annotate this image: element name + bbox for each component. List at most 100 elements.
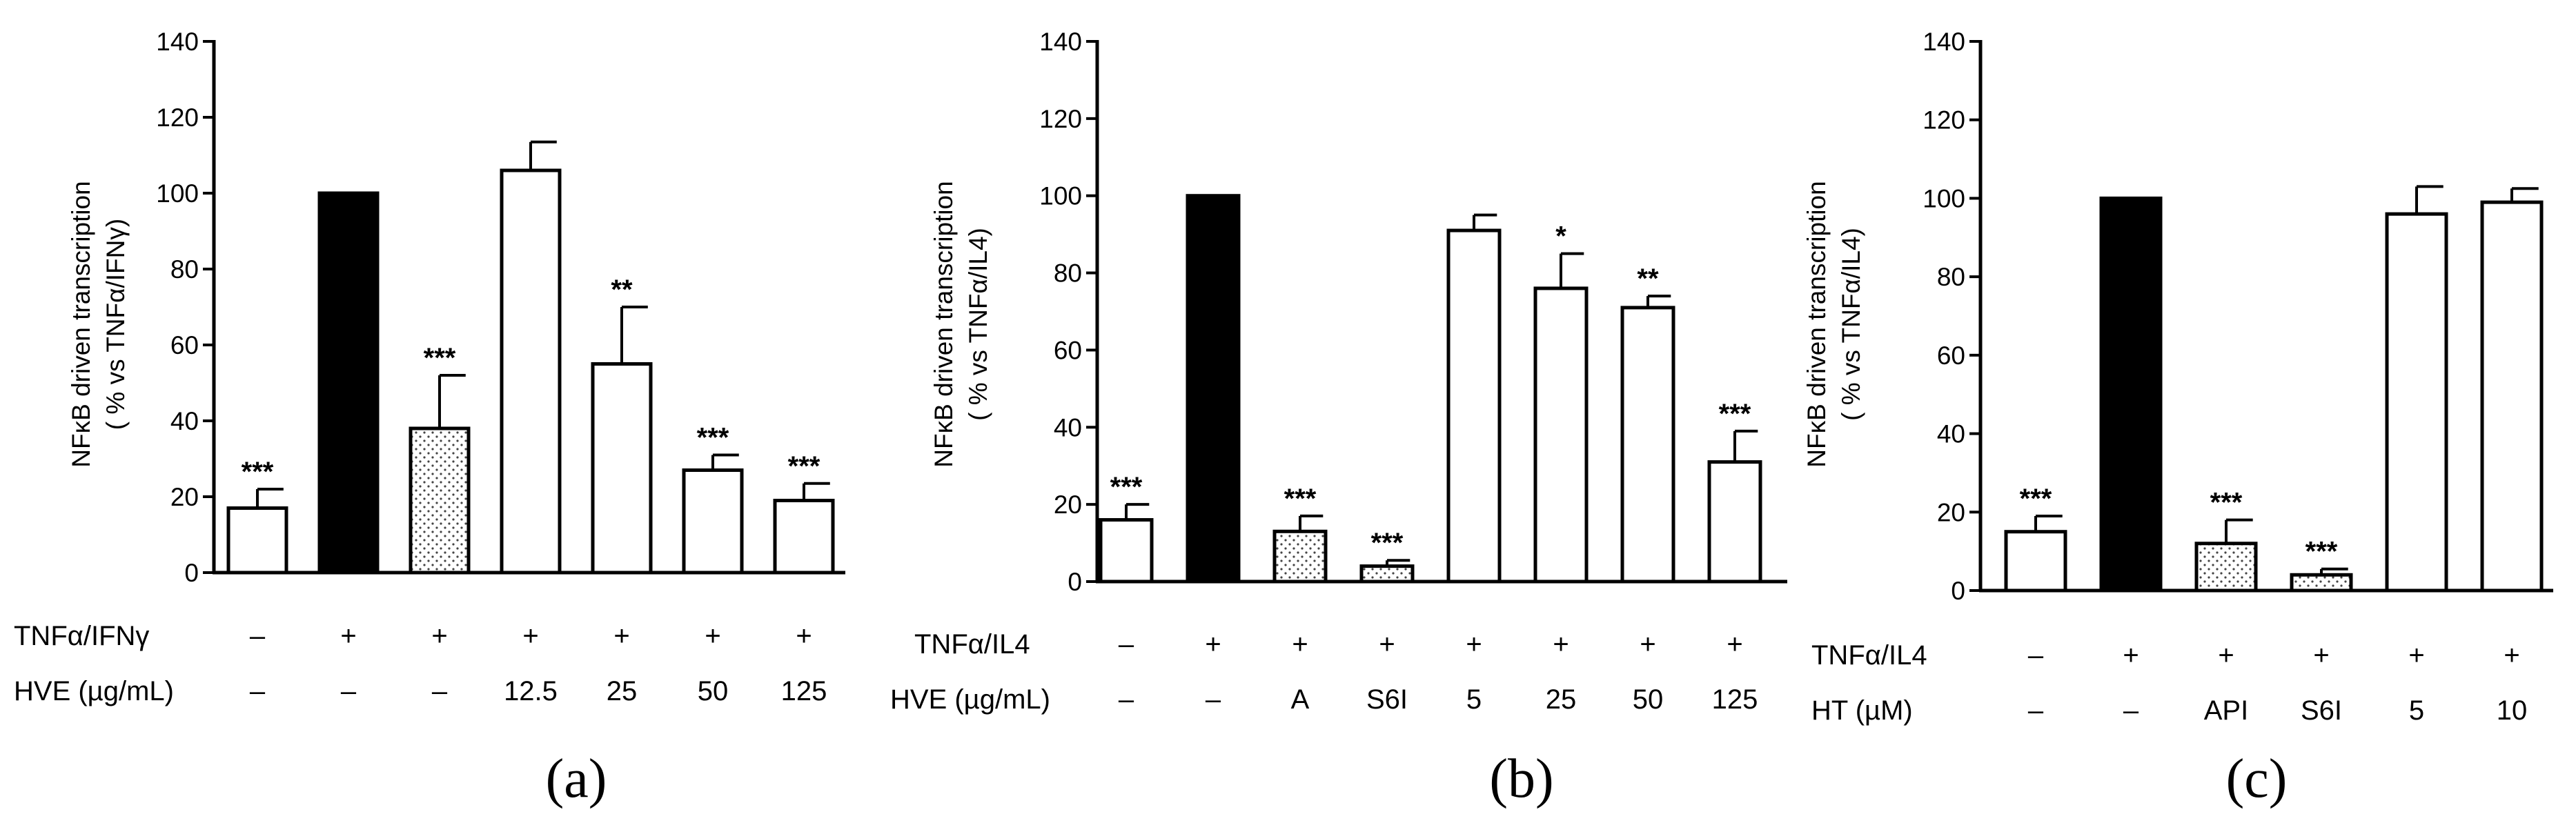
row-cell: +	[2313, 640, 2329, 671]
row-cell: +	[340, 621, 356, 651]
row-cell: 50	[698, 676, 729, 706]
significance-label: **	[611, 275, 633, 305]
y-tick-label: 140	[1039, 28, 1082, 56]
row-cell: +	[1727, 629, 1742, 660]
row-cell: –	[250, 621, 266, 651]
row-cell: –	[2123, 695, 2139, 726]
row-cell: 25	[607, 676, 638, 706]
bar	[1533, 286, 1589, 584]
row-cell: +	[796, 621, 812, 651]
significance-label: ***	[2210, 488, 2243, 518]
row-cell: +	[613, 621, 629, 651]
bar	[2004, 530, 2067, 593]
y-tick-label: 20	[1937, 498, 1965, 526]
significance-label: *	[1555, 221, 1566, 252]
bar	[2480, 200, 2544, 593]
bar	[409, 426, 471, 575]
y-tick-label: 120	[1923, 106, 1965, 135]
y-axis-title: NFκB driven transcription	[1802, 181, 1831, 467]
y-tick-label: 40	[1054, 413, 1082, 442]
bar	[1272, 529, 1328, 584]
row-cell: 5	[2409, 695, 2424, 726]
significance-label: ***	[1110, 472, 1143, 502]
row-cell: +	[705, 621, 720, 651]
y-tick-label: 0	[1068, 568, 1082, 596]
row-cell: S6I	[1366, 684, 1408, 715]
panel-label: (a)	[546, 749, 607, 809]
row-cell: 125	[1712, 684, 1758, 715]
row-cell: –	[1119, 629, 1134, 660]
row-cell: +	[1292, 629, 1308, 660]
row-label-dose: HT (µM)	[1811, 695, 1913, 726]
bar	[1186, 194, 1241, 584]
row-cell: 50	[1633, 684, 1664, 715]
row-cell: 25	[1546, 684, 1577, 715]
row-cell: –	[250, 676, 266, 706]
y-axis-subtitle: ( % vs TNFα/IL4)	[1837, 228, 1865, 421]
y-tick-label: 60	[1054, 336, 1082, 364]
significance-label: ***	[424, 343, 456, 373]
y-tick-label: 120	[1039, 105, 1082, 133]
significance-label: ***	[1284, 484, 1317, 514]
bar	[226, 506, 288, 575]
y-tick-label: 100	[1923, 184, 1965, 212]
y-tick-label: 80	[1054, 259, 1082, 288]
y-tick-label: 80	[1937, 263, 1965, 291]
y-tick-label: 20	[1054, 491, 1082, 519]
y-tick-label: 60	[1937, 341, 1965, 370]
row-cell: A	[1291, 684, 1310, 715]
bar	[2194, 542, 2258, 593]
bar	[1359, 564, 1415, 584]
panel-label: (b)	[1489, 749, 1553, 809]
panel-label: (c)	[2226, 749, 2288, 809]
row-label-treatment: TNFα/IL4	[914, 629, 1030, 660]
y-axis-title: NFκB driven transcription	[930, 181, 958, 467]
row-cell: +	[2123, 640, 2139, 671]
row-label-dose: HVE (µg/mL)	[890, 684, 1050, 715]
row-label-treatment: TNFα/IFNγ	[14, 621, 149, 651]
bar	[682, 468, 744, 575]
bar	[2099, 196, 2163, 593]
panel-b: NFκB driven transcription ( % vs TNFα/IL…	[890, 28, 1787, 809]
row-cell: –	[432, 676, 448, 706]
y-tick-label: 140	[1923, 28, 1965, 56]
bar	[500, 168, 562, 575]
y-tick-label: 120	[156, 103, 199, 132]
y-axis-title: NFκB driven transcription	[67, 181, 95, 467]
row-cell: +	[1553, 629, 1569, 660]
panel-c: NFκB driven transcription ( % vs TNFα/IL…	[1802, 28, 2553, 809]
y-axis-subtitle: ( % vs TNFα/IL4)	[964, 228, 992, 421]
y-axis-subtitle: ( % vs TNFα/IFNγ)	[101, 219, 130, 430]
significance-label: **	[1637, 264, 1659, 294]
y-tick-label: 100	[1039, 182, 1082, 210]
row-cell: +	[2504, 640, 2519, 671]
y-tick-label: 100	[156, 179, 199, 208]
row-cell: +	[1640, 629, 1655, 660]
bar	[1099, 518, 1154, 584]
y-tick-label: 0	[184, 559, 199, 587]
bar	[2290, 573, 2353, 593]
row-cell: –	[2028, 695, 2044, 726]
bar	[591, 362, 653, 575]
y-tick-label: 40	[1937, 420, 1965, 448]
bar	[1707, 460, 1762, 584]
y-tick-label: 0	[1951, 577, 1965, 605]
row-cell: 125	[781, 676, 827, 706]
row-label-dose: HVE (µg/mL)	[14, 676, 174, 706]
row-cell: +	[2408, 640, 2424, 671]
row-cell: –	[1206, 684, 1221, 715]
y-tick-label: 20	[170, 483, 199, 511]
significance-label: ***	[242, 457, 274, 487]
row-cell: –	[2028, 640, 2044, 671]
row-cell: –	[1119, 684, 1134, 715]
significance-label: ***	[1719, 399, 1751, 429]
row-cell: API	[2204, 695, 2248, 726]
row-cell: +	[1379, 629, 1395, 660]
y-tick-label: 40	[170, 407, 199, 435]
y-tick-label: 80	[170, 255, 199, 284]
bar	[1446, 228, 1502, 584]
significance-label: ***	[2305, 537, 2338, 567]
row-cell: 10	[2497, 695, 2528, 726]
row-cell: +	[1205, 629, 1221, 660]
